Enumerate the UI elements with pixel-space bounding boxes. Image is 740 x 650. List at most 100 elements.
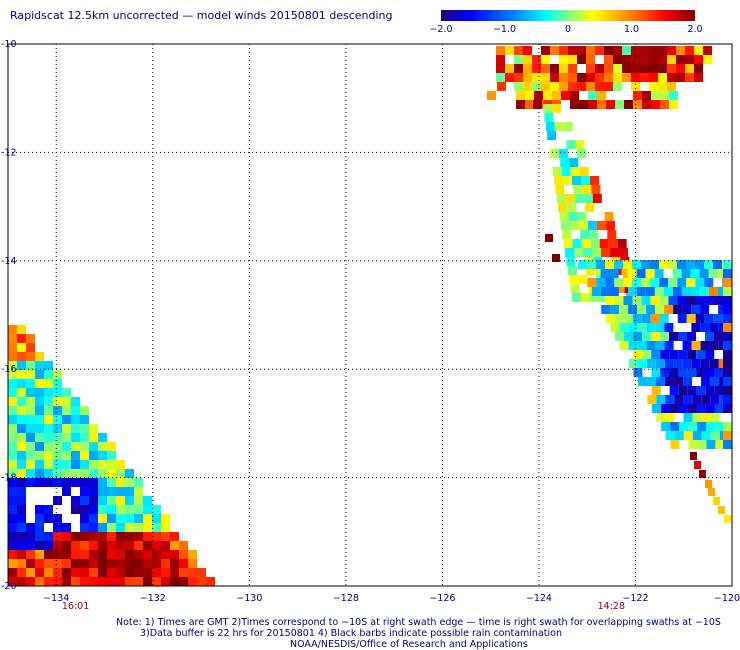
wind-cell: [152, 532, 161, 541]
wind-cell: [700, 359, 710, 368]
wind-cell: [17, 406, 26, 415]
wind-cell: [17, 577, 26, 586]
colorbar-tick-label: −2.0: [429, 24, 452, 35]
wind-cell: [98, 451, 107, 460]
wind-cell: [179, 577, 188, 586]
wind-cell: [658, 82, 667, 91]
wind-cell: [26, 370, 35, 379]
wind-cell: [709, 323, 719, 332]
wind-cell: [641, 314, 651, 323]
wind-cell: [80, 406, 89, 415]
wind-cell: [26, 550, 35, 559]
wind-cell: [605, 278, 615, 287]
wind-cell: [683, 395, 693, 404]
wind-cell: [617, 239, 627, 248]
wind-cell: [591, 185, 601, 194]
wind-cell: [26, 577, 35, 586]
wind-cell: [62, 451, 71, 460]
wind-cell: [71, 460, 80, 469]
wind-cell: [615, 100, 624, 109]
wind-cell: [525, 100, 534, 109]
wind-cell: [505, 64, 514, 73]
wind-cell: [134, 568, 143, 577]
wind-cell: [660, 350, 670, 359]
wind-cell: [116, 550, 125, 559]
wind-cell: [614, 278, 624, 287]
wind-cell: [592, 194, 602, 203]
lon-tick-label: −122: [622, 593, 648, 604]
wind-cell: [98, 460, 107, 469]
lon-tick-label: −124: [526, 593, 552, 604]
wind-cell: [98, 469, 107, 478]
wind-cell: [152, 523, 161, 532]
wind-cell: [35, 352, 44, 361]
wind-cell: [35, 559, 44, 568]
wind-cell: [568, 73, 577, 82]
lon-tick-label: −120: [714, 593, 740, 604]
wind-cell: [62, 577, 71, 586]
wind-cell: [523, 73, 532, 82]
wind-cell: [633, 91, 642, 100]
wind-cell: [545, 234, 553, 242]
wind-cell: [134, 487, 143, 496]
wind-cell: [623, 296, 633, 305]
wind-cell: [649, 46, 658, 55]
wind-cell: [595, 64, 604, 73]
wind-cell: [622, 55, 631, 64]
wind-cell: [125, 541, 134, 550]
wind-cell: [35, 541, 44, 550]
wind-cells: [8, 46, 732, 586]
wind-cell: [17, 370, 26, 379]
wind-cell: [80, 514, 89, 523]
wind-cell: [668, 260, 677, 269]
wind-cell: [552, 91, 561, 100]
wind-cell: [17, 559, 26, 568]
wind-cell: [691, 305, 701, 314]
wind-cell: [17, 451, 26, 460]
wind-cell: [125, 514, 134, 523]
wind-cell: [568, 82, 577, 91]
wind-cell: [678, 404, 688, 413]
wind-cell: [578, 275, 588, 284]
wind-cell: [690, 269, 700, 278]
wind-cell: [687, 350, 697, 359]
wind-cell: [570, 91, 579, 100]
wind-cell: [601, 248, 611, 257]
wind-cell: [206, 577, 215, 586]
wind-cell: [53, 424, 62, 433]
wind-cell: [35, 514, 44, 523]
wind-cell: [35, 424, 44, 433]
wind-cell: [505, 46, 514, 55]
wind-cell: [107, 559, 116, 568]
wind-cell: [134, 577, 143, 586]
wind-cell: [35, 406, 44, 415]
wind-cell: [570, 167, 580, 176]
wind-cell: [572, 176, 582, 185]
wind-cell: [668, 332, 678, 341]
wind-cell: [685, 55, 694, 64]
wind-cell: [656, 395, 666, 404]
wind-cell: [550, 46, 559, 55]
wind-cell: [623, 278, 633, 287]
wind-cell: [672, 269, 682, 278]
wind-cell: [637, 323, 647, 332]
wind-cell: [566, 257, 576, 266]
wind-cell: [26, 532, 35, 541]
wind-cell: [705, 350, 715, 359]
wind-cell: [595, 73, 604, 82]
wind-cell: [674, 431, 684, 440]
wind-cell: [143, 514, 152, 523]
wind-cell: [642, 350, 652, 359]
wind-cell: [116, 514, 125, 523]
wind-cell: [596, 278, 606, 287]
wind-cell: [17, 460, 26, 469]
wind-cell: [17, 388, 26, 397]
wind-cell: [651, 386, 661, 395]
wind-cell: [143, 523, 152, 532]
wind-cell: [44, 478, 53, 487]
wind-cell: [152, 559, 161, 568]
wind-cell: [637, 359, 647, 368]
wind-cell: [107, 460, 116, 469]
wind-cell: [44, 397, 53, 406]
wind-cell: [604, 82, 613, 91]
